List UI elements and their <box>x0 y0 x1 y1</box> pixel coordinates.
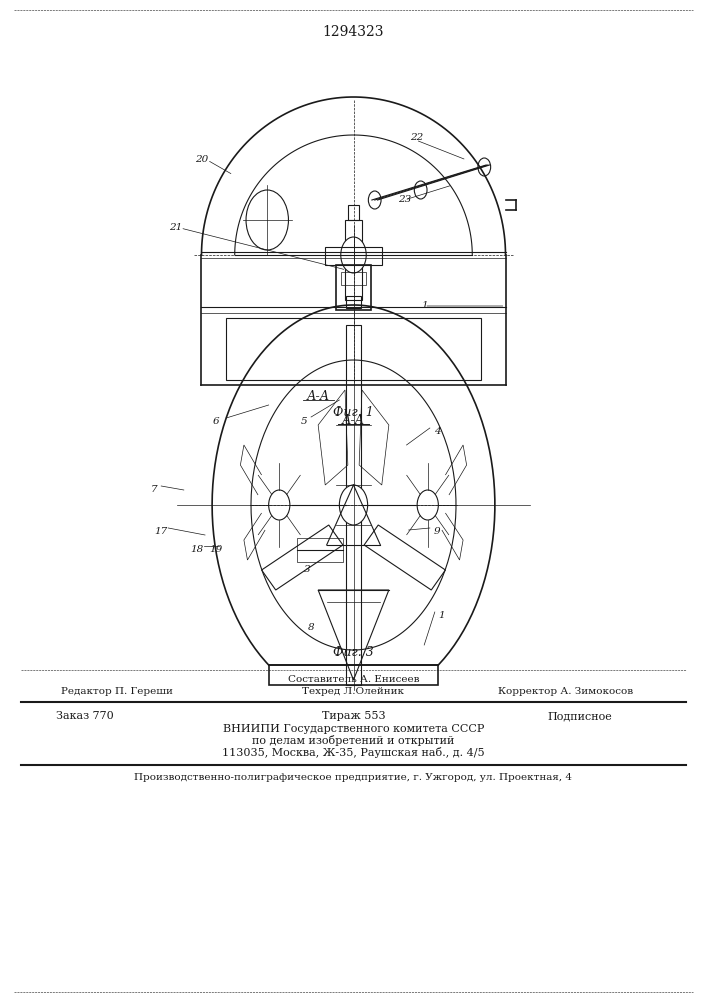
Text: Производственно-полиграфическое предприятие, г. Ужгород, ул. Проектная, 4: Производственно-полиграфическое предприя… <box>134 772 573 782</box>
Text: Редактор П. Гереши: Редактор П. Гереши <box>61 688 173 696</box>
Text: 1: 1 <box>438 610 445 619</box>
Text: 19: 19 <box>209 546 222 554</box>
Text: 5: 5 <box>300 418 308 426</box>
Bar <box>336 265 371 310</box>
Bar <box>346 296 361 308</box>
Text: 4: 4 <box>433 428 440 436</box>
Circle shape <box>269 490 290 520</box>
Text: 18: 18 <box>190 546 203 554</box>
Text: Фиг. 3: Фиг. 3 <box>333 646 374 658</box>
Text: 1294323: 1294323 <box>323 25 384 39</box>
Text: 21: 21 <box>169 224 182 232</box>
Text: Заказ 770: Заказ 770 <box>56 711 114 721</box>
Bar <box>269 665 438 685</box>
Text: 113035, Москва, Ж-35, Раушская наб., д. 4/5: 113035, Москва, Ж-35, Раушская наб., д. … <box>222 748 485 758</box>
Bar <box>297 538 343 562</box>
Text: ВНИИПИ Государственного комитета СССР: ВНИИПИ Государственного комитета СССР <box>223 724 484 734</box>
Text: Тираж 553: Тираж 553 <box>322 711 385 721</box>
Bar <box>346 325 361 685</box>
Text: по делам изобретений и открытий: по делам изобретений и открытий <box>252 736 455 746</box>
Text: 23: 23 <box>398 196 411 205</box>
Text: Фиг. 1: Фиг. 1 <box>333 406 374 418</box>
Text: Составитель А. Енисеев: Составитель А. Енисеев <box>288 676 419 684</box>
Bar <box>345 220 362 300</box>
Text: 22: 22 <box>411 133 423 142</box>
Bar <box>325 247 382 265</box>
Text: Корректор А. Зимокосов: Корректор А. Зимокосов <box>498 688 633 696</box>
Text: 17: 17 <box>155 528 168 536</box>
Text: 1: 1 <box>421 302 428 310</box>
Text: Техред Л.Олейник: Техред Л.Олейник <box>303 688 404 696</box>
Text: 3: 3 <box>304 566 311 574</box>
Text: 6: 6 <box>212 418 219 426</box>
Text: Подписное: Подписное <box>547 711 612 721</box>
Circle shape <box>341 237 366 273</box>
Bar <box>341 272 366 285</box>
Circle shape <box>339 485 368 525</box>
Text: 8: 8 <box>308 622 315 632</box>
Text: 9: 9 <box>433 528 440 536</box>
Circle shape <box>417 490 438 520</box>
Text: 7: 7 <box>151 486 158 494</box>
Bar <box>348 205 359 220</box>
Bar <box>226 318 481 380</box>
Text: А-А: А-А <box>342 414 365 426</box>
Text: 20: 20 <box>195 155 208 164</box>
Text: А-А: А-А <box>307 389 329 402</box>
